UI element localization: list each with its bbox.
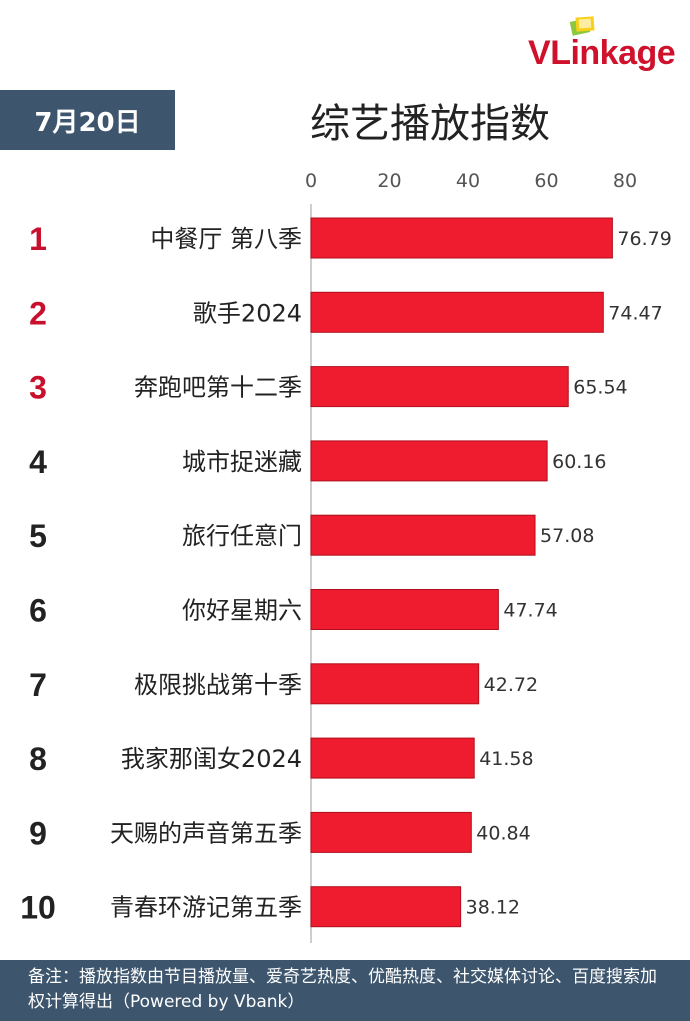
rank-number: 9 xyxy=(29,815,47,851)
category-label: 天赐的声音第五季 xyxy=(110,819,302,847)
value-label: 65.54 xyxy=(573,377,627,399)
value-label: 47.74 xyxy=(503,600,557,622)
bar xyxy=(310,440,548,482)
footnote: 备注：播放指数由节目播放量、爱奇艺热度、优酷热度、社交媒体讨论、百度搜索加权计算… xyxy=(0,960,690,1021)
rank-number: 8 xyxy=(29,741,47,777)
rank-number: 5 xyxy=(29,518,47,554)
category-label: 青春环游记第五季 xyxy=(110,894,302,922)
bar xyxy=(310,811,472,853)
rank-number: 7 xyxy=(29,667,47,703)
bar xyxy=(310,291,604,333)
bar xyxy=(310,737,475,779)
value-label: 38.12 xyxy=(466,897,520,919)
category-label: 你好星期六 xyxy=(182,597,302,625)
x-tick-label: 0 xyxy=(305,170,317,192)
x-tick-label: 60 xyxy=(534,170,558,192)
chart-title: 综艺播放指数 xyxy=(310,101,550,147)
rank-number: 4 xyxy=(29,444,47,480)
x-tick-label: 40 xyxy=(456,170,480,192)
rank-number: 1 xyxy=(29,221,47,257)
rank-number: 6 xyxy=(29,593,47,629)
value-label: 76.79 xyxy=(617,228,671,250)
vlinkage-logo: VLinkage xyxy=(528,14,688,76)
bar xyxy=(310,589,499,630)
bar xyxy=(310,886,462,928)
date-badge: 7月20日 xyxy=(0,90,175,150)
value-label: 57.08 xyxy=(540,525,594,547)
bar-chart: 0 20 40 60 80 1 中餐厅 第八季 76.79 2 歌手2024 74.47 3 奔跑吧第十… xyxy=(20,170,672,943)
value-label: 74.47 xyxy=(608,302,662,324)
bar xyxy=(310,663,480,705)
category-label: 城市捉迷藏 xyxy=(182,448,302,476)
category-label: 中餐厅 第八季 xyxy=(150,225,302,253)
value-label: 42.72 xyxy=(484,674,538,696)
category-label: 奔跑吧第十二季 xyxy=(134,374,302,402)
bar xyxy=(310,366,569,408)
logo-wordmark: VLinkage xyxy=(528,34,676,73)
logo-rest: Linkage xyxy=(550,34,676,72)
bar xyxy=(310,514,536,556)
x-tick-label: 20 xyxy=(377,170,401,192)
logo-v: V xyxy=(528,34,551,72)
rank-number: 2 xyxy=(29,295,47,331)
logo-emblem-icon xyxy=(569,16,595,36)
category-label: 极限挑战第十季 xyxy=(134,671,302,699)
bar xyxy=(310,217,613,259)
category-label: 歌手2024 xyxy=(193,299,302,327)
category-label: 我家那闺女2024 xyxy=(121,745,302,773)
x-tick-label: 80 xyxy=(613,170,637,192)
rank-number: 3 xyxy=(29,370,47,406)
value-label: 41.58 xyxy=(479,748,533,770)
value-label: 40.84 xyxy=(476,822,530,844)
category-label: 旅行任意门 xyxy=(182,522,302,550)
value-label: 60.16 xyxy=(552,451,606,473)
rank-number: 10 xyxy=(20,890,56,926)
